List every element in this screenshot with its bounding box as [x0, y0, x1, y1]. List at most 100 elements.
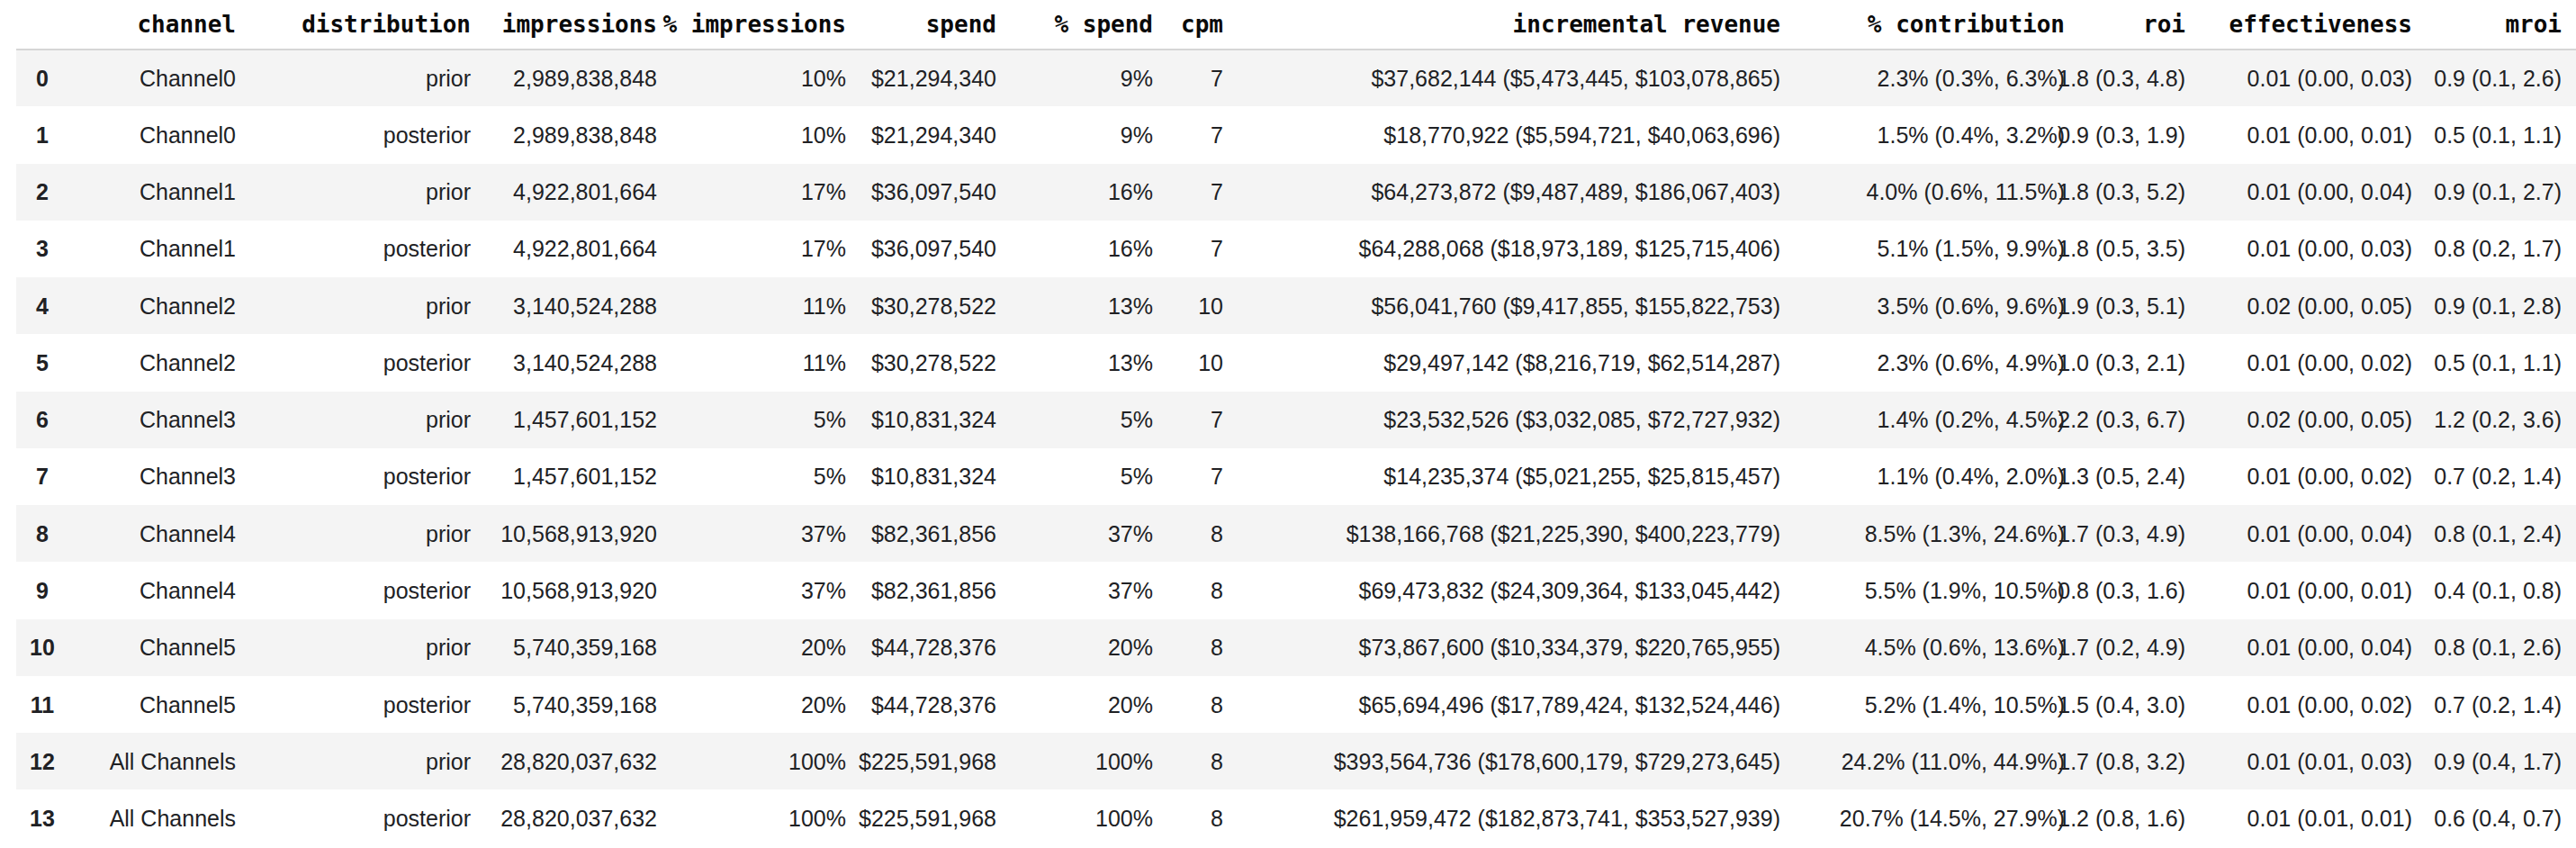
table-row: 5Channel2posterior3,140,524,28811%$30,27… — [16, 334, 2576, 391]
row-index: 10 — [16, 619, 68, 676]
cell-pct-spend: 20% — [996, 619, 1153, 676]
cell-effectiveness: 0.01 (0.00, 0.01) — [2185, 106, 2412, 163]
cell-impressions: 10,568,913,920 — [471, 505, 657, 562]
cell-cpm: 7 — [1153, 448, 1223, 505]
table-row: 2Channel1prior4,922,801,66417%$36,097,54… — [16, 164, 2576, 221]
cell-distribution-value: prior — [426, 407, 471, 433]
cell-pct-impressions: 5% — [657, 448, 846, 505]
cell-spend-value: $36,097,540 — [871, 179, 996, 205]
cell-incremental-revenue-value: $393,564,736 ($178,600,179, $729,273,645… — [1334, 748, 1780, 774]
cell-pct-contribution-value: 2.3% (0.3%, 6.3%) — [1878, 66, 2065, 92]
table-row: 9Channel4posterior10,568,913,92037%$82,3… — [16, 562, 2576, 618]
cell-effectiveness: 0.01 (0.00, 0.03) — [2185, 50, 2412, 106]
cell-channel: Channel1 — [68, 164, 236, 221]
cell-impressions: 28,820,037,632 — [471, 789, 657, 846]
table-header: channel distribution impressions % impre… — [16, 0, 2576, 50]
row-index: 4 — [16, 277, 68, 334]
cell-roi: 1.9 (0.3, 5.1) — [2065, 277, 2185, 334]
cell-impressions: 2,989,838,848 — [471, 106, 657, 163]
cell-roi-value: 0.9 (0.3, 1.9) — [2058, 122, 2185, 148]
row-index: 1 — [16, 106, 68, 163]
cell-impressions-value: 10,568,913,920 — [500, 578, 657, 604]
cell-effectiveness-value: 0.01 (0.00, 0.02) — [2247, 464, 2412, 490]
cell-distribution: prior — [236, 619, 471, 676]
cell-impressions: 2,989,838,848 — [471, 50, 657, 106]
cell-incremental-revenue: $56,041,760 ($9,417,855, $155,822,753) — [1223, 277, 1780, 334]
cell-incremental-revenue-value: $64,273,872 ($9,487,489, $186,067,403) — [1371, 179, 1780, 205]
cell-distribution-value: prior — [426, 293, 471, 319]
table-row: 8Channel4prior10,568,913,92037%$82,361,8… — [16, 505, 2576, 562]
cell-spend-value: $225,591,968 — [859, 748, 996, 774]
cell-channel-value: Channel1 — [140, 236, 236, 262]
cell-impressions: 3,140,524,288 — [471, 277, 657, 334]
cell-pct-impressions: 17% — [657, 164, 846, 221]
cell-roi-value: 1.7 (0.2, 4.9) — [2058, 635, 2185, 661]
cell-cpm: 7 — [1153, 50, 1223, 106]
cell-effectiveness: 0.01 (0.00, 0.04) — [2185, 164, 2412, 221]
cell-roi-value: 1.8 (0.3, 4.8) — [2058, 66, 2185, 92]
cell-pct-impressions-value: 10% — [801, 122, 846, 148]
cell-pct-spend-value: 37% — [1108, 578, 1153, 604]
cell-channel-value: Channel3 — [140, 464, 236, 490]
cell-effectiveness-value: 0.01 (0.00, 0.01) — [2247, 122, 2412, 148]
table-row: 12All Channelsprior28,820,037,632100%$22… — [16, 733, 2576, 789]
cell-mroi-value: 0.9 (0.1, 2.6) — [2434, 66, 2562, 92]
cell-spend-value: $36,097,540 — [871, 236, 996, 262]
cell-channel: Channel0 — [68, 106, 236, 163]
cell-effectiveness: 0.01 (0.00, 0.02) — [2185, 334, 2412, 391]
cell-spend: $30,278,522 — [846, 277, 996, 334]
cell-spend: $30,278,522 — [846, 334, 996, 391]
cell-impressions: 10,568,913,920 — [471, 562, 657, 618]
cell-mroi: 0.7 (0.2, 1.4) — [2412, 448, 2576, 505]
cell-distribution: prior — [236, 392, 471, 448]
cell-pct-contribution-value: 4.0% (0.6%, 11.5%) — [1867, 179, 2065, 205]
cell-effectiveness-value: 0.01 (0.00, 0.03) — [2247, 66, 2412, 92]
cell-spend-value: $225,591,968 — [859, 806, 996, 832]
cell-pct-impressions: 37% — [657, 505, 846, 562]
column-header-channel: channel — [68, 0, 236, 50]
cell-cpm-value: 8 — [1211, 635, 1223, 661]
cell-channel-value: All Channels — [110, 748, 236, 774]
cell-distribution-value: posterior — [383, 349, 471, 375]
cell-distribution-value: posterior — [383, 236, 471, 262]
column-header-pct-spend-label: % spend — [1054, 11, 1153, 38]
cell-spend: $225,591,968 — [846, 789, 996, 846]
cell-roi: 1.8 (0.3, 5.2) — [2065, 164, 2185, 221]
cell-roi-value: 2.2 (0.3, 6.7) — [2058, 407, 2185, 433]
cell-impressions-value: 5,740,359,168 — [513, 635, 657, 661]
cell-mroi: 0.5 (0.1, 1.1) — [2412, 334, 2576, 391]
column-header-spend-label: spend — [926, 11, 996, 38]
cell-roi: 0.8 (0.3, 1.6) — [2065, 562, 2185, 618]
cell-cpm-value: 7 — [1211, 122, 1223, 148]
cell-pct-contribution-value: 2.3% (0.6%, 4.9%) — [1878, 349, 2065, 375]
table-row: 11Channel5posterior5,740,359,16820%$44,7… — [16, 676, 2576, 733]
cell-effectiveness: 0.01 (0.00, 0.01) — [2185, 562, 2412, 618]
cell-spend: $44,728,376 — [846, 676, 996, 733]
column-header-cpm-label: cpm — [1181, 11, 1223, 38]
cell-mroi-value: 0.5 (0.1, 1.1) — [2434, 349, 2562, 375]
cell-channel: Channel3 — [68, 448, 236, 505]
table-row: 10Channel5prior5,740,359,16820%$44,728,3… — [16, 619, 2576, 676]
cell-mroi-value: 0.8 (0.1, 2.4) — [2434, 520, 2562, 546]
cell-pct-contribution: 1.1% (0.4%, 2.0%) — [1780, 448, 2065, 505]
cell-impressions: 28,820,037,632 — [471, 733, 657, 789]
cell-cpm-value: 8 — [1211, 806, 1223, 832]
cell-roi-value: 1.8 (0.3, 5.2) — [2058, 179, 2185, 205]
cell-mroi: 0.9 (0.4, 1.7) — [2412, 733, 2576, 789]
table-row: 1Channel0posterior2,989,838,84810%$21,29… — [16, 106, 2576, 163]
cell-effectiveness-value: 0.01 (0.00, 0.01) — [2247, 578, 2412, 604]
cell-pct-contribution-value: 1.4% (0.2%, 4.5%) — [1878, 407, 2065, 433]
cell-mroi: 0.9 (0.1, 2.8) — [2412, 277, 2576, 334]
cell-impressions: 4,922,801,664 — [471, 164, 657, 221]
cell-channel: Channel5 — [68, 676, 236, 733]
row-index-label: 7 — [16, 464, 68, 490]
cell-incremental-revenue-value: $29,497,142 ($8,216,719, $62,514,287) — [1383, 349, 1780, 375]
row-index: 12 — [16, 733, 68, 789]
column-header-pct-impressions-label: % impressions — [663, 11, 847, 38]
cell-impressions: 1,457,601,152 — [471, 392, 657, 448]
cell-channel: All Channels — [68, 789, 236, 846]
cell-roi: 1.7 (0.3, 4.9) — [2065, 505, 2185, 562]
cell-pct-impressions: 5% — [657, 392, 846, 448]
cell-pct-spend: 100% — [996, 733, 1153, 789]
cell-pct-spend-value: 9% — [1121, 122, 1153, 148]
